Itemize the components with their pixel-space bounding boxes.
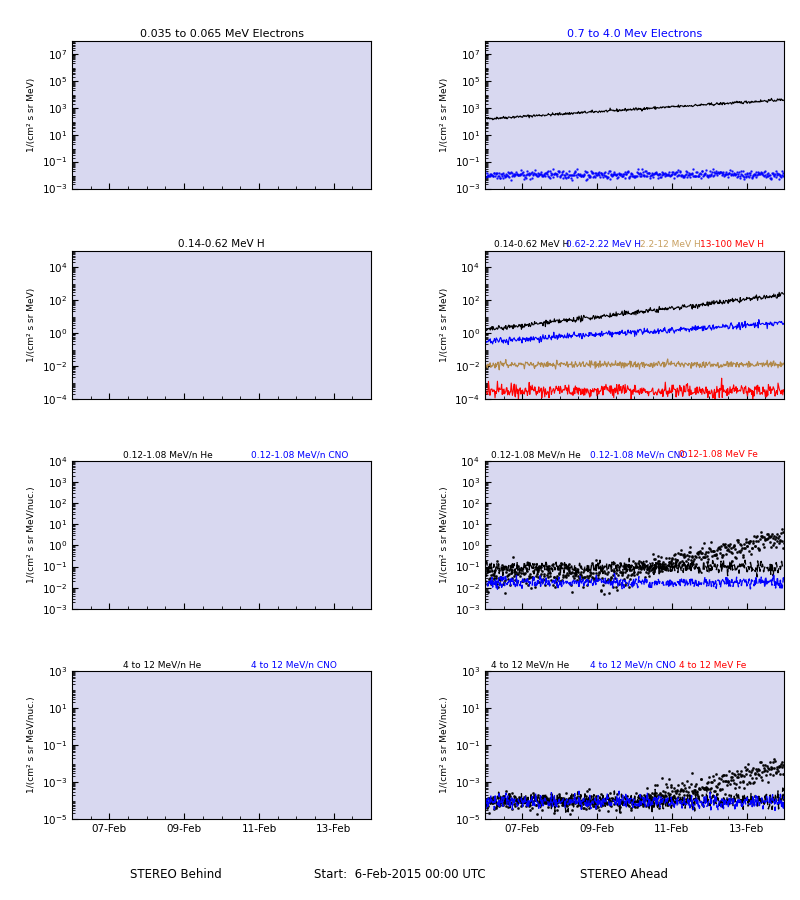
Y-axis label: 1/(cm² s sr MeV): 1/(cm² s sr MeV)	[440, 287, 449, 362]
Y-axis label: 1/(cm² s sr MeV/nuc.): 1/(cm² s sr MeV/nuc.)	[440, 487, 449, 583]
Text: 2.2-12 MeV H: 2.2-12 MeV H	[641, 240, 701, 249]
Text: 4 to 12 MeV/n He: 4 to 12 MeV/n He	[123, 661, 201, 670]
Text: 13-100 MeV H: 13-100 MeV H	[700, 240, 764, 249]
Text: STEREO Ahead: STEREO Ahead	[580, 868, 668, 880]
Y-axis label: 1/(cm² s sr MeV/nuc.): 1/(cm² s sr MeV/nuc.)	[440, 697, 449, 793]
Y-axis label: 1/(cm² s sr MeV): 1/(cm² s sr MeV)	[440, 77, 449, 151]
Text: 0.12-1.08 MeV/n CNO: 0.12-1.08 MeV/n CNO	[251, 450, 349, 459]
Text: 0.14-0.62 MeV H: 0.14-0.62 MeV H	[178, 239, 265, 249]
Text: Start:  6-Feb-2015 00:00 UTC: Start: 6-Feb-2015 00:00 UTC	[314, 868, 486, 880]
Y-axis label: 1/(cm² s sr MeV/nuc.): 1/(cm² s sr MeV/nuc.)	[27, 697, 36, 793]
Y-axis label: 1/(cm² s sr MeV/nuc.): 1/(cm² s sr MeV/nuc.)	[27, 487, 36, 583]
Y-axis label: 1/(cm² s sr MeV): 1/(cm² s sr MeV)	[27, 77, 36, 151]
Text: 0.62-2.22 MeV H: 0.62-2.22 MeV H	[566, 240, 641, 249]
Text: 0.12-1.08 MeV/n He: 0.12-1.08 MeV/n He	[491, 450, 581, 459]
Text: 4 to 12 MeV/n He: 4 to 12 MeV/n He	[491, 661, 569, 670]
Text: 0.035 to 0.065 MeV Electrons: 0.035 to 0.065 MeV Electrons	[139, 29, 303, 39]
Text: 0.12-1.08 MeV/n He: 0.12-1.08 MeV/n He	[123, 450, 213, 459]
Text: 0.14-0.62 MeV H: 0.14-0.62 MeV H	[494, 240, 569, 249]
Text: STEREO Behind: STEREO Behind	[130, 868, 222, 880]
Text: 0.12-1.08 MeV/n CNO: 0.12-1.08 MeV/n CNO	[590, 450, 687, 459]
Text: 0.12-1.08 MeV Fe: 0.12-1.08 MeV Fe	[679, 450, 758, 459]
Text: 4 to 12 MeV Fe: 4 to 12 MeV Fe	[679, 661, 746, 670]
Text: 4 to 12 MeV/n CNO: 4 to 12 MeV/n CNO	[590, 661, 675, 670]
Y-axis label: 1/(cm² s sr MeV): 1/(cm² s sr MeV)	[27, 287, 36, 362]
Text: 4 to 12 MeV/n CNO: 4 to 12 MeV/n CNO	[251, 661, 338, 670]
Text: 0.7 to 4.0 Mev Electrons: 0.7 to 4.0 Mev Electrons	[566, 29, 702, 39]
